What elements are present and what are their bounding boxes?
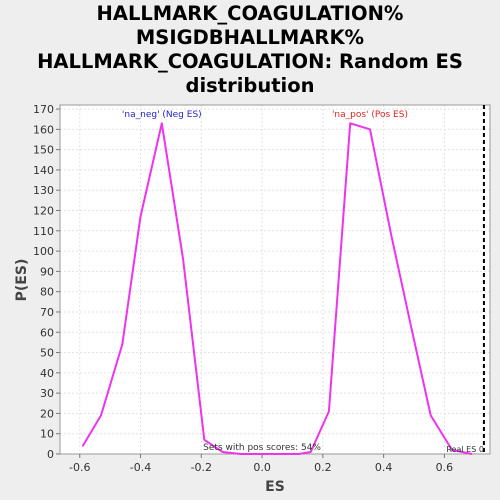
x-tick-label: -0.6 [69,461,90,474]
data-point [240,453,242,455]
annotations: 'na_neg' (Neg ES) 'na_pos' (Pos ES) Sets w… [122,110,484,454]
data-point [121,343,124,346]
data-point [203,438,206,441]
title-line-4: distribution [185,74,315,97]
data-point [261,453,263,455]
y-tick-label: 120 [33,205,54,218]
x-tick-label: 0.4 [375,461,393,474]
data-point [279,453,282,455]
y-tick-label: 90 [40,265,54,278]
data-point [182,258,184,261]
title-line-3: HALLMARK_COAGULATION: Random ES [37,50,463,73]
y-tick-label: 20 [40,407,54,420]
y-tick-label: 100 [33,245,54,258]
y-tick-label: 60 [40,326,54,339]
y-axis-label: P(ES) [14,259,30,302]
y-tick-label: 50 [40,347,54,360]
y-tick-label: 30 [40,387,54,400]
data-point [390,234,393,236]
data-point [451,449,453,451]
data-point [369,128,371,131]
title-line-2: MSIGDBHALLMARK% [135,26,365,49]
annotation-label: 'na_neg' (Neg ES) [122,110,202,120]
data-point [139,215,142,218]
series-layer [81,105,485,455]
annotation-label: Real ES 0 [446,445,484,454]
x-tick-label: 0.2 [314,461,332,474]
x-axis: -0.6 -0.4 -0.2 0.0 0.2 0.4 0.6 [69,454,453,474]
data-point [429,414,432,417]
y-tick-label: 140 [33,164,54,177]
y-tick-label: 170 [33,103,54,116]
data-point [349,122,352,125]
data-point [470,453,473,455]
y-tick-label: 10 [40,428,54,441]
data-point [309,451,312,453]
title-line-1: HALLMARK_COAGULATION% [96,2,404,25]
data-point [328,410,330,413]
plot-background [60,105,490,454]
y-tick-label: 110 [33,225,54,238]
y-tick-label: 150 [33,144,54,157]
y-tick-label: 0 [47,448,54,461]
chart-title: HALLMARK_COAGULATION% MSIGDBHALLMARK% HA… [0,2,500,98]
x-tick-label: 0.0 [253,461,271,474]
data-point [410,325,412,327]
y-tick-label: 80 [40,286,54,299]
y-tick-label: 130 [33,184,54,197]
x-tick-label: -0.4 [130,461,151,474]
y-tick-label: 40 [40,367,54,380]
y-tick-label: 70 [40,306,54,319]
data-point [161,122,163,125]
data-point [100,414,102,417]
data-point [297,453,300,455]
x-tick-label: -0.2 [191,461,212,474]
x-tick-label: 0.6 [436,461,454,474]
data-point [221,451,224,453]
annotation-label: Sets with pos scores: 54% [203,443,321,453]
data-point [81,445,84,447]
x-axis-label: ES [265,479,285,495]
annotation-label: 'na_pos' (Pos ES) [332,110,408,120]
y-axis: 0 10 20 30 40 50 60 70 80 90 100 110 120 130 140 150 160… [33,103,60,461]
y-tick-label: 160 [33,123,54,136]
